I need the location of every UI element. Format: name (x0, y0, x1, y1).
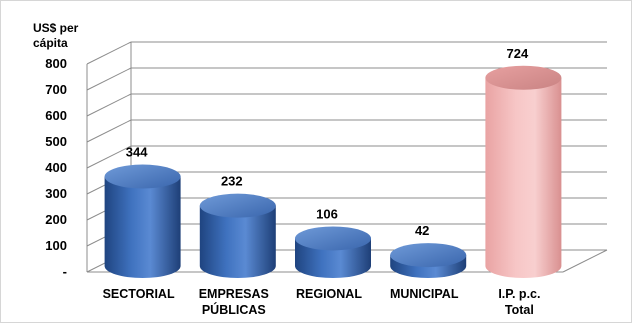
data-label: 106 (316, 206, 338, 221)
bar-top (485, 65, 562, 90)
bar-body (485, 77, 562, 278)
bar-top (104, 164, 181, 189)
data-label: 724 (507, 46, 529, 61)
y-axis-title-line-1: US$ per (33, 21, 79, 35)
y-tick-label: 300 (45, 186, 67, 201)
bar-body (104, 176, 181, 278)
floor-right-edge (562, 249, 608, 273)
y-tick-label: 800 (45, 56, 67, 71)
y-tick-label: - (63, 264, 67, 279)
x-category-label: REGIONAL (296, 287, 362, 301)
x-category-label: PÚBLICAS (202, 302, 266, 317)
y-tick-label: 500 (45, 134, 67, 149)
data-label: 42 (415, 223, 429, 238)
y-tick-label: 600 (45, 108, 67, 123)
bars (104, 65, 562, 278)
y-tick-label: 400 (45, 160, 67, 175)
bar (295, 226, 371, 278)
y-tick-label: 100 (45, 238, 67, 253)
bar-body (199, 205, 276, 278)
y-axis-title-line-2: cápita (33, 36, 68, 50)
data-label: 344 (126, 145, 148, 160)
bar (199, 193, 276, 278)
y-tick-label: 200 (45, 212, 67, 227)
data-label: 232 (221, 174, 243, 189)
x-category-label: MUNICIPAL (390, 287, 459, 301)
x-category-label: EMPRESAS (199, 287, 269, 301)
y-tick-label: 700 (45, 82, 67, 97)
y-axis-title: US$ per cápita (33, 21, 79, 50)
bar-top (390, 243, 467, 268)
x-category-label: Total (505, 303, 534, 317)
bar (104, 164, 181, 278)
bar (390, 243, 467, 278)
x-category-label: I.P. p.c. (498, 287, 540, 301)
data-labels: 344 232 106 42 724 (126, 46, 529, 238)
bar-top (199, 193, 276, 218)
gridline (86, 41, 607, 65)
bar-top (295, 226, 371, 251)
y-axis-ticks: - 100 200 300 400 500 600 700 800 (45, 56, 67, 279)
bar (485, 65, 562, 278)
x-category-label: SECTORIAL (103, 287, 175, 301)
